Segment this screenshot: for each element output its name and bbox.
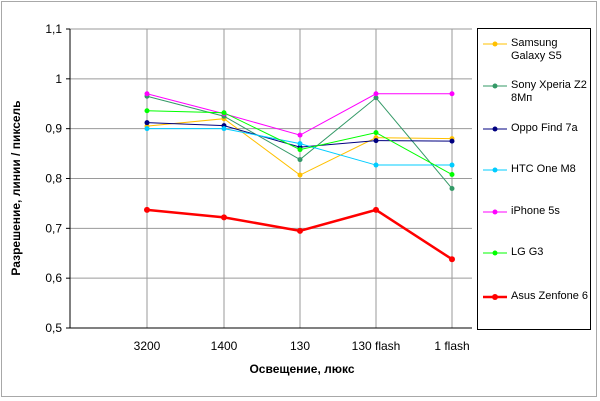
y-tick-label: 1 [55,72,62,86]
legend-label: Asus Zenfone 6 [511,290,589,302]
data-point [449,185,455,191]
y-tick-label: 0,5 [45,321,62,335]
legend-swatch-marker [492,250,498,256]
y-tick-labels: 0,5 0,6 0,7 0,8 0,9 1 1,1 [45,22,62,335]
y-tick-label: 0,7 [45,221,62,235]
legend-label: Sony Xperia Z2 8Мп [511,79,587,104]
data-point [449,162,455,168]
data-point [297,141,303,147]
axes [66,28,472,329]
legend-swatch-marker [492,41,498,47]
x-tick-label: 130 flash [352,339,401,353]
data-point [449,172,455,178]
legend-swatch [483,83,507,89]
x-tick-labels: 3200 1400 130 130 flash 1 flash [134,339,470,353]
x-axis-label: Освещение, люкс [249,362,355,376]
legend-swatch [483,209,507,215]
legend-swatch [483,41,507,47]
data-point [449,138,455,144]
series-lines [144,91,455,263]
x-tick-label: 1 flash [434,339,469,353]
legend-label: Oppo Find 7a [511,122,578,134]
legend-label: HTC One M8 [511,163,576,175]
data-point [221,110,227,116]
data-point [373,95,379,101]
data-point [373,130,379,136]
legend-swatch-marker [492,126,498,132]
data-point [449,91,455,97]
data-point [144,206,150,213]
data-point [373,138,379,144]
y-tick-label: 0,9 [45,122,62,136]
legend-swatch-marker [492,167,498,173]
x-tick-label: 130 [290,339,310,353]
legend-label: iPhone 5s [511,205,560,217]
y-tick-label: 0,8 [45,172,62,186]
legend-swatch [483,250,507,256]
legend: Samsung Galaxy S5 Sony Xperia Z2 8Мп Oppo … [477,28,591,330]
data-point [297,157,303,163]
legend-swatch [483,167,507,173]
legend-label: LG G3 [511,246,544,258]
y-axis-label: Разрешение, линии / пиксель [9,100,23,276]
data-point [221,126,227,132]
data-point [373,206,379,213]
grid-lines [70,28,472,328]
data-point [144,91,150,97]
data-point [449,256,455,263]
data-point [297,172,303,178]
data-point [297,132,303,138]
y-tick-label: 1,1 [45,22,62,36]
data-point [144,126,150,132]
data-point [297,147,303,153]
legend-swatch-marker [492,294,498,300]
data-point [373,91,379,97]
data-point [144,108,150,114]
y-tick-label: 0,6 [45,271,62,285]
data-point [144,120,150,126]
data-point [297,227,303,234]
legend-swatch [483,294,507,300]
x-tick-label: 3200 [134,339,161,353]
legend-swatch [483,126,507,132]
data-point [373,162,379,168]
data-point [221,214,227,221]
legend-swatch-marker [492,209,498,215]
x-tick-label: 1400 [211,339,238,353]
legend-label: Samsung Galaxy S5 [511,37,562,62]
legend-swatch-marker [492,83,498,89]
